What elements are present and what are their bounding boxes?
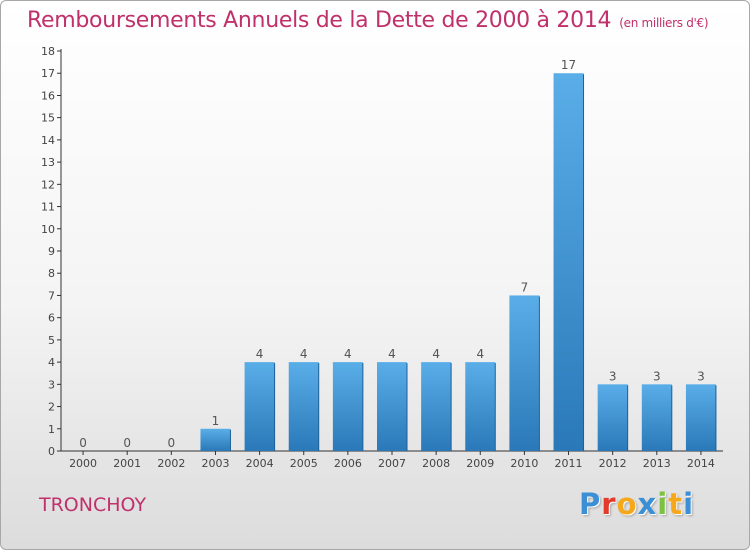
bar xyxy=(685,384,716,451)
x-tick-label: 2013 xyxy=(643,457,671,470)
data-label: 3 xyxy=(609,369,617,383)
x-tick-label: 2012 xyxy=(599,457,627,470)
logo-letter: x xyxy=(637,487,658,521)
y-tick-label: 9 xyxy=(48,245,55,258)
data-label: 0 xyxy=(168,436,176,450)
logo-letter: r xyxy=(601,487,617,521)
data-label: 4 xyxy=(256,347,264,361)
bar xyxy=(421,362,452,451)
data-label: 17 xyxy=(561,58,576,72)
data-label: 4 xyxy=(300,347,308,361)
x-tick-label: 2011 xyxy=(555,457,583,470)
x-tick-label: 2007 xyxy=(378,457,406,470)
y-tick-label: 1 xyxy=(48,423,55,436)
x-tick-label: 2009 xyxy=(466,457,494,470)
x-tick-label: 2001 xyxy=(113,457,141,470)
chart-title: Remboursements Annuels de la Dette de 20… xyxy=(27,8,709,33)
data-label: 4 xyxy=(388,347,396,361)
y-tick-label: 5 xyxy=(48,334,55,347)
y-tick-label: 7 xyxy=(48,289,55,302)
logo-letter: o xyxy=(616,487,638,521)
proxiti-logo[interactable]: Proxiti xyxy=(579,487,694,521)
x-tick-label: 2010 xyxy=(510,457,538,470)
x-tick-label: 2014 xyxy=(687,457,715,470)
bar xyxy=(465,362,496,451)
y-tick-label: 6 xyxy=(48,312,55,325)
y-tick-label: 0 xyxy=(48,445,55,458)
y-tick-label: 10 xyxy=(41,223,55,236)
x-tick-label: 2004 xyxy=(246,457,274,470)
x-tick-label: 2002 xyxy=(157,457,185,470)
y-tick-label: 15 xyxy=(41,112,55,125)
y-tick-label: 2 xyxy=(48,401,55,414)
logo-letter: i xyxy=(657,487,669,521)
x-tick-label: 2008 xyxy=(422,457,450,470)
data-label: 0 xyxy=(79,436,87,450)
y-tick-label: 16 xyxy=(41,89,55,102)
logo-letter: P xyxy=(579,487,602,521)
data-label: 3 xyxy=(653,369,661,383)
bar xyxy=(244,362,275,451)
bar xyxy=(200,428,231,451)
bar xyxy=(288,362,319,451)
logo-letter: i xyxy=(683,487,695,521)
bar xyxy=(332,362,363,451)
data-label: 4 xyxy=(476,347,484,361)
x-tick-label: 2003 xyxy=(201,457,229,470)
data-label: 7 xyxy=(521,280,529,294)
chart-subtitle: (en milliers d'€) xyxy=(619,16,709,30)
y-tick-label: 11 xyxy=(41,201,55,214)
data-label: 0 xyxy=(123,436,131,450)
y-tick-label: 18 xyxy=(41,45,55,58)
data-label: 3 xyxy=(697,369,705,383)
logo-letter: t xyxy=(668,487,684,521)
bar xyxy=(377,362,407,451)
y-tick-label: 17 xyxy=(41,67,55,80)
data-label: 1 xyxy=(212,414,220,428)
bar xyxy=(509,295,540,451)
bar xyxy=(641,384,672,451)
x-tick-label: 2006 xyxy=(334,457,362,470)
y-tick-label: 13 xyxy=(41,156,55,169)
bar xyxy=(597,384,628,451)
y-tick-label: 14 xyxy=(41,134,55,147)
commune-name: TRONCHOY xyxy=(39,494,147,516)
y-tick-label: 8 xyxy=(48,267,55,280)
x-tick-label: 2000 xyxy=(69,457,97,470)
y-tick-label: 4 xyxy=(48,356,55,369)
data-label: 4 xyxy=(432,347,440,361)
bar xyxy=(553,73,584,451)
chart-title-text: Remboursements Annuels de la Dette de 20… xyxy=(27,8,612,33)
y-tick-label: 3 xyxy=(48,378,55,391)
data-label: 4 xyxy=(344,347,352,361)
y-tick-label: 12 xyxy=(41,178,55,191)
x-tick-label: 2005 xyxy=(290,457,318,470)
